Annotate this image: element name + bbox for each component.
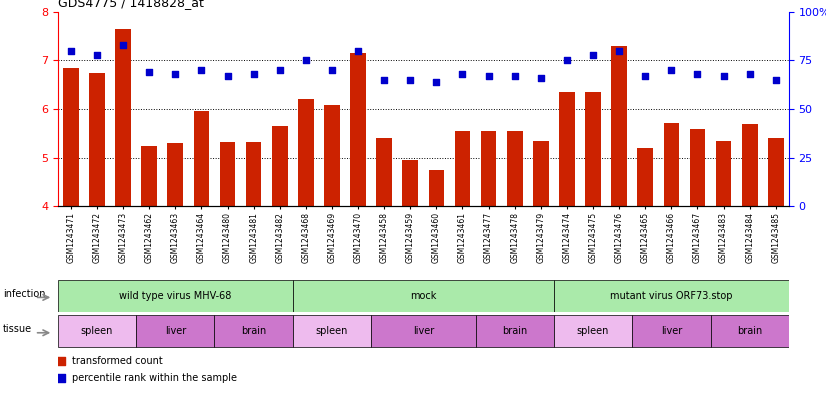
Text: wild type virus MHV-68: wild type virus MHV-68	[119, 291, 231, 301]
Bar	[533, 141, 548, 206]
Bar	[58, 315, 136, 347]
Point	[404, 77, 417, 83]
Text: transformed count: transformed count	[73, 356, 164, 366]
Text: infection: infection	[3, 289, 45, 299]
Text: liver: liver	[661, 326, 682, 336]
Point	[351, 48, 364, 54]
Text: GDS4775 / 1418828_at: GDS4775 / 1418828_at	[58, 0, 204, 9]
Bar	[507, 131, 523, 206]
Bar	[690, 129, 705, 206]
Point	[638, 73, 652, 79]
Point	[116, 42, 130, 48]
Bar	[298, 99, 314, 206]
Text: liver: liver	[413, 326, 434, 336]
Bar	[554, 280, 789, 312]
Point	[221, 73, 234, 79]
Point	[325, 67, 339, 73]
Bar	[715, 141, 731, 206]
Text: spleen: spleen	[577, 326, 610, 336]
Point	[586, 51, 600, 58]
Bar	[193, 112, 209, 206]
Bar	[350, 53, 366, 206]
Bar	[638, 148, 653, 206]
Point	[377, 77, 391, 83]
Text: brain: brain	[241, 326, 266, 336]
Point	[273, 67, 287, 73]
Point	[665, 67, 678, 73]
Point	[247, 71, 260, 77]
Bar	[476, 315, 554, 347]
Point	[55, 375, 68, 381]
Text: liver: liver	[164, 326, 186, 336]
Bar	[89, 73, 105, 206]
Bar	[742, 124, 757, 206]
Point	[691, 71, 704, 77]
Bar	[663, 123, 679, 206]
Point	[55, 358, 68, 364]
Bar	[58, 280, 292, 312]
Bar	[371, 315, 476, 347]
Text: spleen: spleen	[81, 326, 113, 336]
Bar	[246, 141, 262, 206]
Text: percentile rank within the sample: percentile rank within the sample	[73, 373, 237, 383]
Point	[769, 77, 782, 83]
Text: tissue: tissue	[3, 325, 32, 334]
Point	[299, 57, 312, 64]
Bar	[710, 315, 789, 347]
Point	[508, 73, 521, 79]
Text: mutant virus ORF73.stop: mutant virus ORF73.stop	[610, 291, 733, 301]
Bar	[324, 105, 339, 206]
Bar	[632, 315, 710, 347]
Bar	[481, 131, 496, 206]
Bar	[554, 315, 632, 347]
Point	[169, 71, 182, 77]
Bar	[377, 138, 392, 206]
Bar	[559, 92, 575, 206]
Bar	[136, 315, 215, 347]
Bar	[402, 160, 418, 206]
Point	[456, 71, 469, 77]
Bar	[292, 315, 371, 347]
Bar	[63, 68, 78, 206]
Point	[482, 73, 496, 79]
Bar	[429, 170, 444, 206]
Bar	[585, 92, 601, 206]
Point	[743, 71, 757, 77]
Bar	[141, 145, 157, 206]
Bar	[292, 280, 554, 312]
Bar	[116, 29, 131, 206]
Text: brain: brain	[737, 326, 762, 336]
Bar	[611, 46, 627, 206]
Point	[534, 75, 548, 81]
Point	[430, 79, 443, 85]
Text: brain: brain	[502, 326, 527, 336]
Point	[64, 48, 78, 54]
Bar	[168, 143, 183, 206]
Text: mock: mock	[411, 291, 436, 301]
Text: spleen: spleen	[316, 326, 348, 336]
Bar	[768, 138, 784, 206]
Point	[717, 73, 730, 79]
Bar	[220, 141, 235, 206]
Point	[613, 48, 626, 54]
Point	[143, 69, 156, 75]
Point	[195, 67, 208, 73]
Bar	[272, 126, 287, 206]
Bar	[454, 131, 470, 206]
Point	[90, 51, 103, 58]
Point	[560, 57, 573, 64]
Bar	[215, 315, 292, 347]
